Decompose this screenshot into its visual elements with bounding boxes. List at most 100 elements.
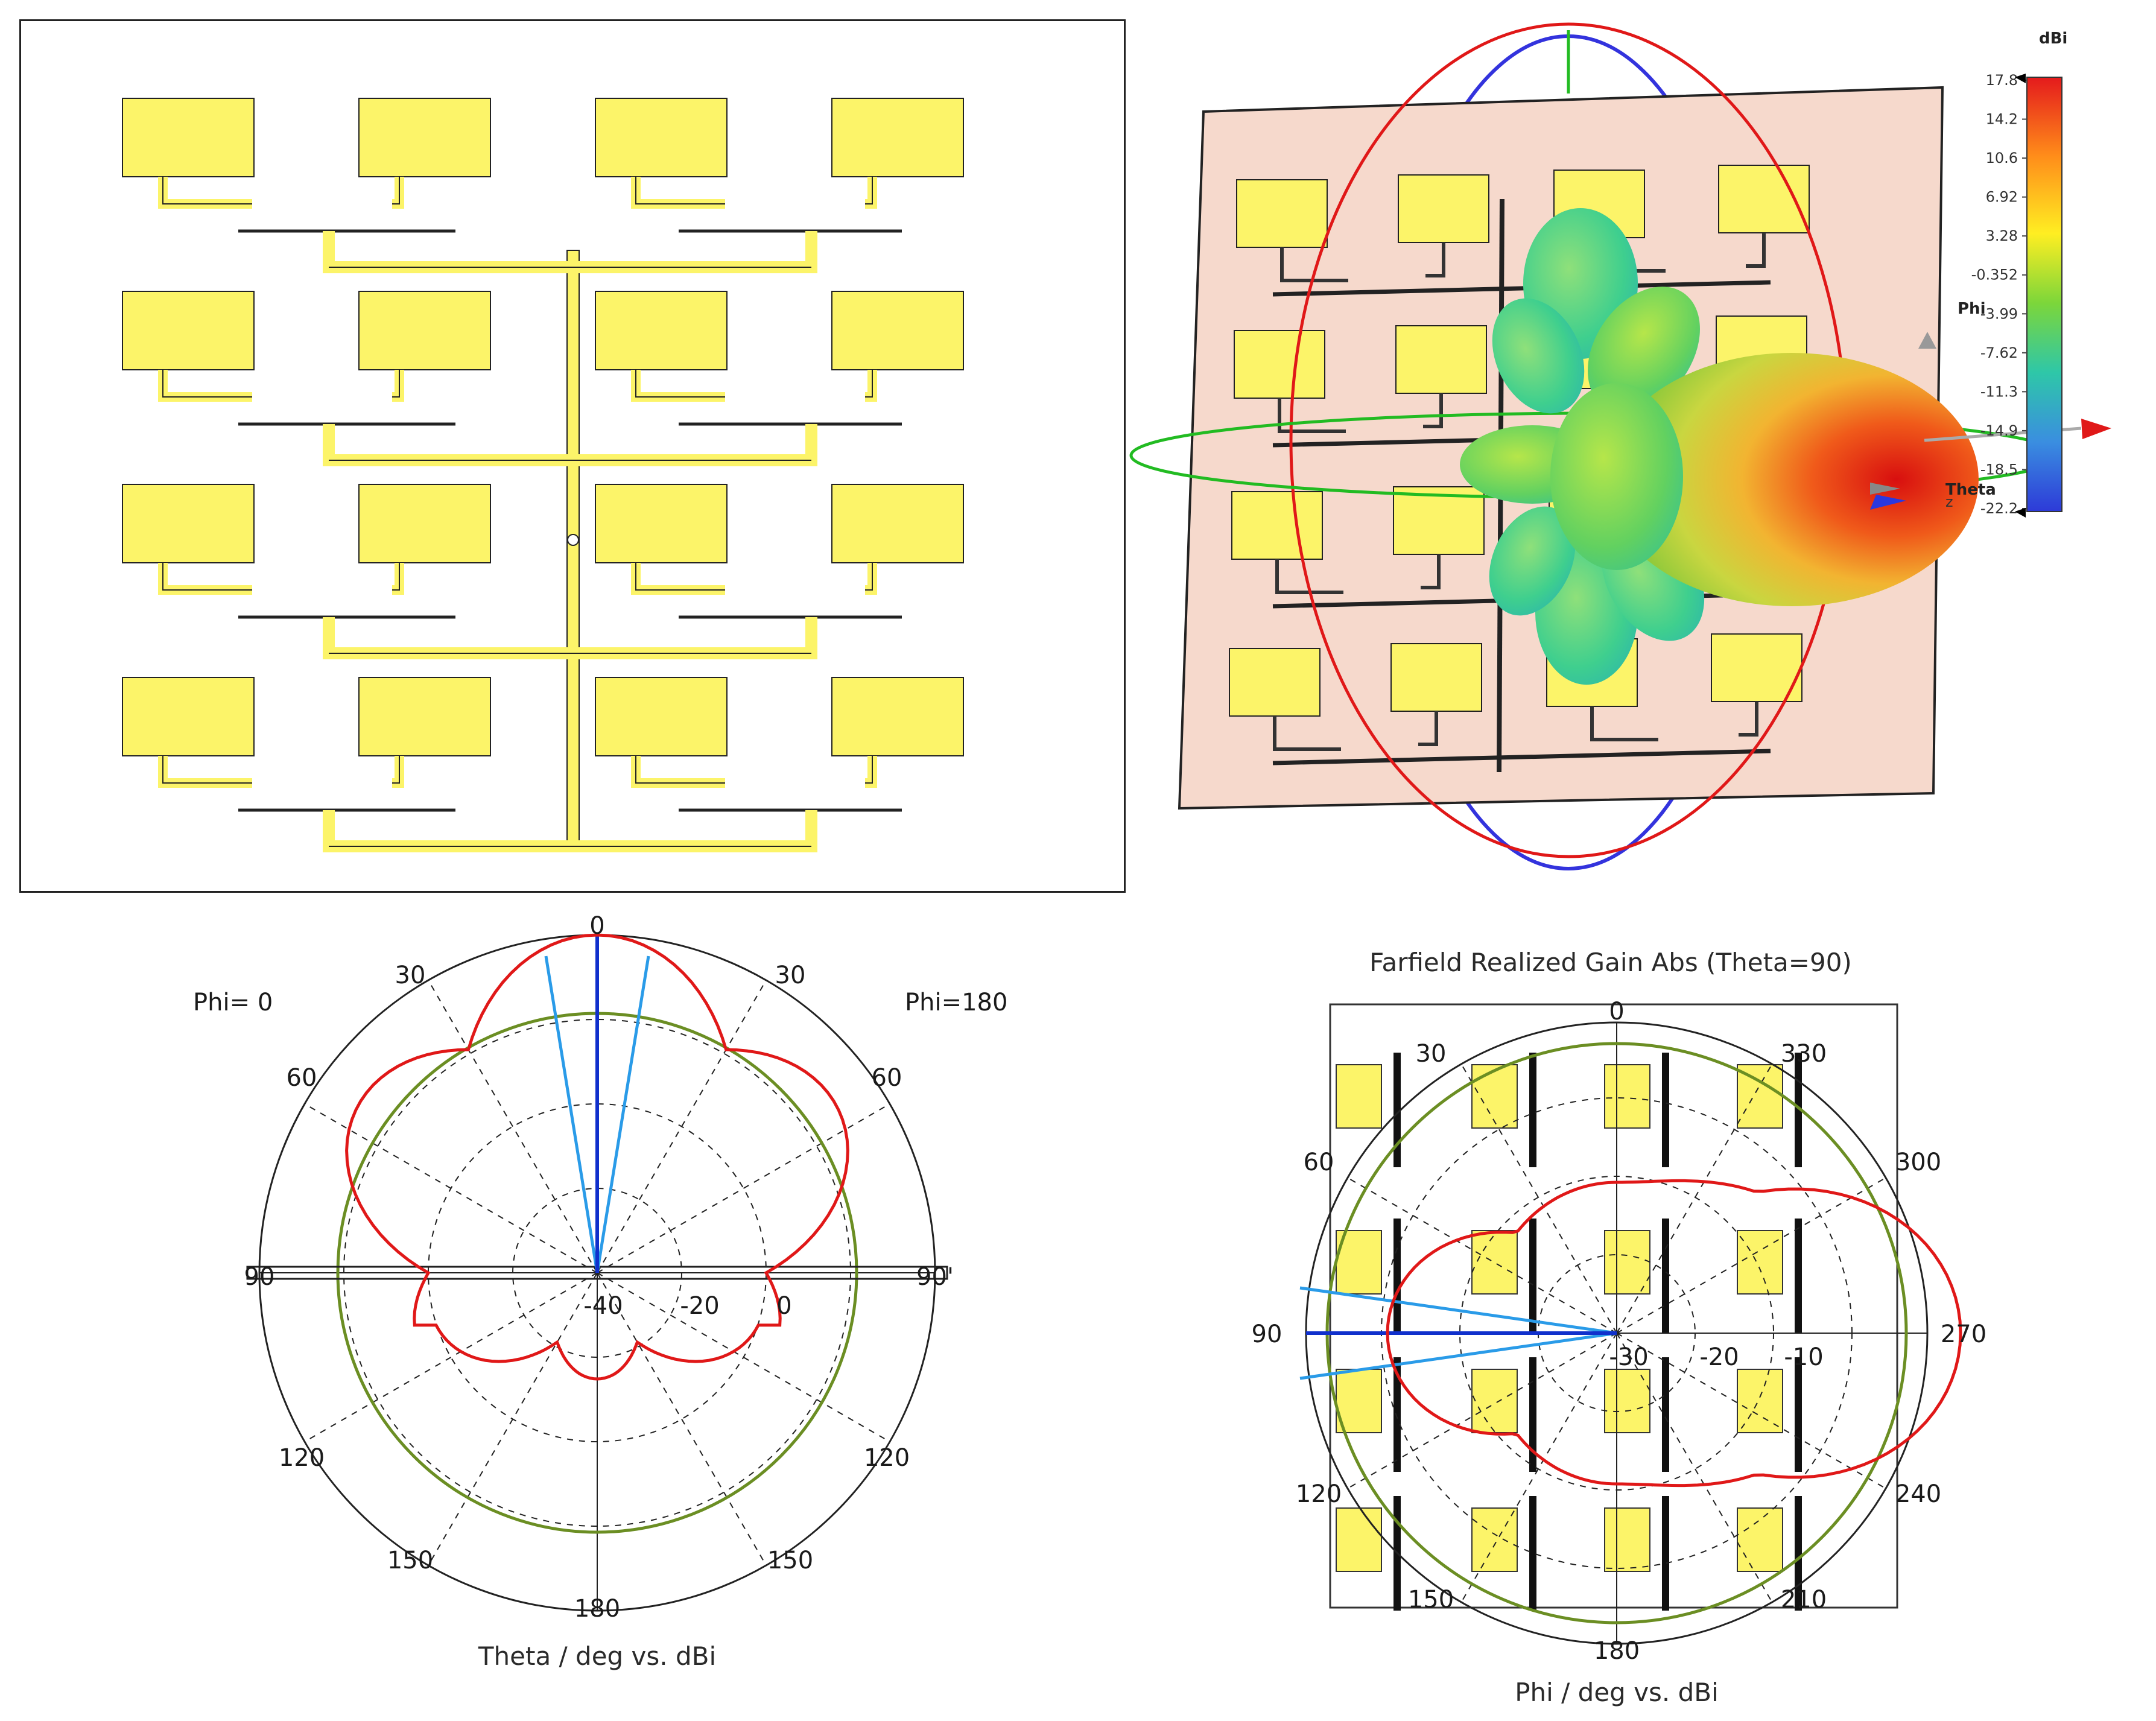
bg-feed-bar (1662, 1496, 1669, 1611)
colorbar-tick-label: -14.9 (1980, 422, 2018, 439)
polar-spoke (304, 1272, 598, 1442)
microstrip-stub-outline (865, 756, 873, 784)
blue-axis-arrow (1870, 495, 1906, 510)
microstrip-stub (392, 177, 404, 209)
polar-spoke (428, 980, 598, 1273)
feed-line-3d (1272, 280, 1771, 297)
bg-patch (1604, 1369, 1650, 1433)
branch-feed-right (573, 617, 817, 659)
patch-element-3d (1390, 643, 1482, 712)
farfield-3d-view: z Phi Theta dBi 17.8 14.2 10.6 6.92 3.28 -0.3… (1122, 18, 2148, 899)
patch-element (358, 98, 491, 177)
phi-label: Phi (1958, 300, 1985, 318)
bg-feed-bar (1529, 1496, 1536, 1611)
bg-patch (1471, 1369, 1518, 1433)
bg-patch (1336, 1507, 1382, 1572)
beam-edge-right (595, 956, 650, 1273)
bg-feed-bar (1393, 1219, 1401, 1333)
patch-element (358, 677, 491, 756)
angle-label: 150 (1408, 1586, 1454, 1614)
stub-3d (1746, 233, 1766, 268)
patch-element (831, 484, 964, 563)
polar-spoke (1460, 1333, 1617, 1603)
angle-label: 240 (1895, 1480, 1941, 1508)
angle-label: 0 (1609, 998, 1624, 1025)
angle-label: 30 (395, 962, 426, 989)
angle-label: 30 (775, 962, 806, 989)
stub-3d (1275, 559, 1343, 594)
patch-element-3d (1231, 491, 1323, 560)
angle-label: 120 (864, 1444, 910, 1472)
colorbar-tick-label: -11.3 (1980, 383, 2018, 400)
patch-element (595, 98, 728, 177)
microstrip-stub (865, 370, 877, 402)
patch-element (358, 291, 491, 370)
phi-axis-arrow (1918, 332, 1936, 349)
upper-left-lobe (1492, 298, 1585, 414)
farfield-3d-drawing: z Phi Theta dBi 17.8 14.2 10.6 6.92 3.28 -0.3… (1129, 22, 2111, 870)
patch-element (831, 291, 964, 370)
patch-element (831, 677, 964, 756)
antenna-layout-view (19, 19, 1126, 893)
upper-right-lobe (1588, 287, 1700, 413)
colorbar-tick-label: 3.28 (1986, 227, 2018, 244)
polar-plot-phi: Farfield Realized Gain Abs (Theta=90) 0 3… (1219, 905, 2148, 1713)
colorbar-tick-label: -7.62 (1980, 344, 2018, 361)
bg-patch (1336, 1230, 1382, 1295)
bg-patch (1471, 1230, 1518, 1295)
microstrip-stub (158, 370, 252, 402)
patch-element-3d (1393, 486, 1485, 555)
antenna-layout-drawing (122, 98, 964, 852)
bg-patch (1471, 1064, 1518, 1129)
microstrip-stub (631, 756, 725, 788)
angle-label: 90' (916, 1263, 954, 1291)
angle-label: 60 (1304, 1149, 1334, 1176)
patch-element (595, 484, 728, 563)
polar-spoke (1616, 1177, 1886, 1334)
patch-array-3d (1229, 165, 1810, 773)
patch-element (595, 291, 728, 370)
microstrip-stub-outline (635, 177, 725, 204)
bg-feed-bar (1795, 1219, 1802, 1333)
bg-patch (1604, 1230, 1650, 1295)
patch-element (122, 677, 255, 756)
branch-feed-left (323, 424, 573, 466)
microstrip-stub (392, 563, 404, 595)
microstrip-stub (158, 563, 252, 595)
stub-3d (1273, 716, 1341, 751)
bg-feed-bar (1795, 1357, 1802, 1472)
patch-array-4x4 (122, 98, 964, 852)
microstrip-stub-outline (635, 563, 725, 591)
beam-edge-top (1299, 1286, 1617, 1335)
stub-3d (1280, 247, 1348, 282)
microstrip-stub-outline (635, 370, 725, 398)
colorbar-tick-label: 17.8 (1986, 72, 2018, 89)
polar-spoke (1347, 1333, 1617, 1489)
red-axis-arrow (2081, 419, 2111, 439)
angle-label: 150 (767, 1547, 813, 1574)
microstrip-stub (392, 370, 404, 402)
stub-3d (1590, 706, 1658, 741)
angle-label: 120 (1296, 1480, 1342, 1508)
bg-feed-bar (1662, 1357, 1669, 1472)
colorbar-bottom-marker (2015, 508, 2026, 518)
angle-label: 150 (387, 1547, 433, 1574)
main-lobe (1605, 353, 1979, 606)
lower-left-lobe (1489, 506, 1576, 616)
microstrip-stub (865, 756, 877, 788)
bg-patch (1737, 1230, 1783, 1295)
gain-trace (1386, 1179, 1962, 1488)
bg-feed-bar (1529, 1053, 1536, 1167)
colorbar-tick-label: -22.2 (1980, 500, 2018, 517)
feed-port (567, 534, 579, 546)
microstrip-stub-outline (392, 563, 400, 591)
colorbar-tick-label: -18.5 (1980, 461, 2018, 478)
gain-trace (345, 933, 849, 1381)
polar-theta-grid: 0 30 30 60 60 90 90' 120 120 150 150 180 -40 -20 0 (244, 912, 954, 1623)
theta-label: Theta (1945, 481, 1996, 499)
branch-feed-right (573, 424, 817, 466)
radial-label: -40 (583, 1292, 623, 1320)
angle-label: 210 (1781, 1586, 1827, 1614)
stub-3d (1423, 393, 1443, 428)
polar-spoke (1616, 1063, 1773, 1334)
